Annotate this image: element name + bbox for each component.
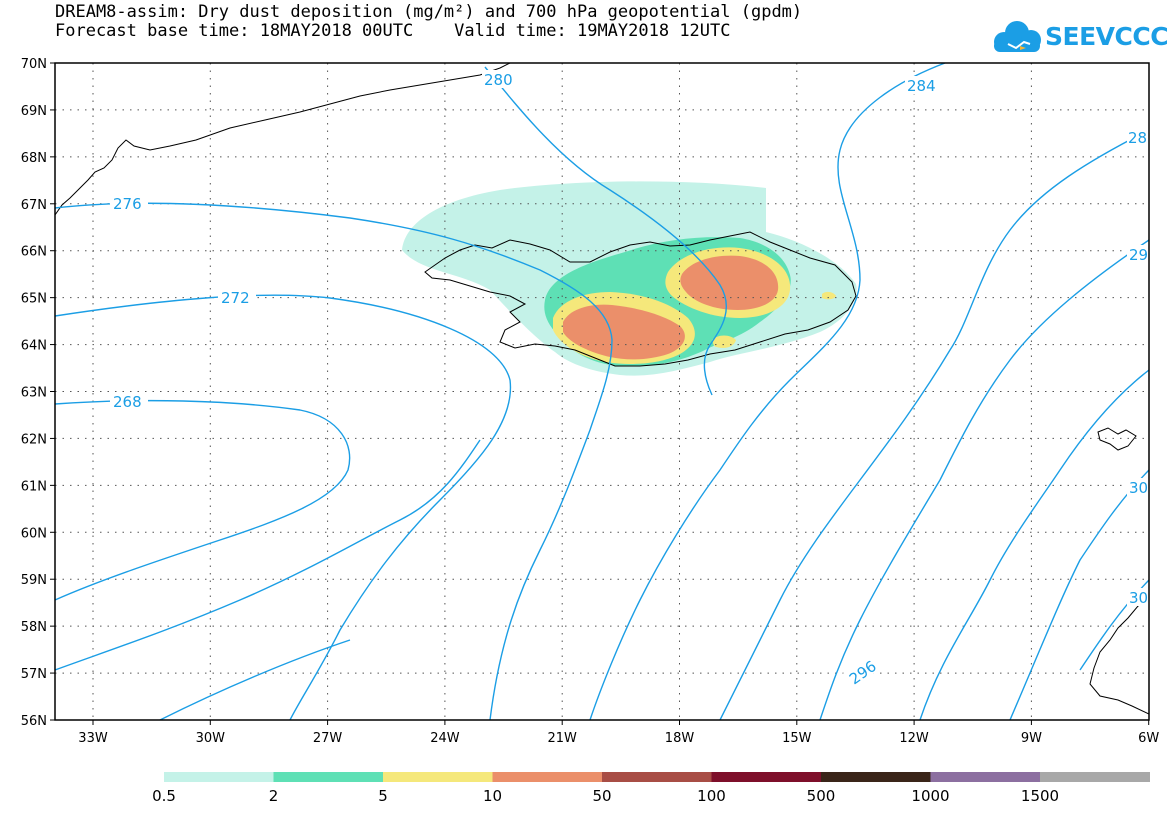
legend-swatch xyxy=(164,772,274,782)
lat-label: 66N xyxy=(21,245,47,260)
legend-swatch xyxy=(930,772,1041,782)
lon-label: 15W xyxy=(782,731,812,746)
legend-swatch xyxy=(492,772,603,782)
legend-swatch xyxy=(602,772,712,782)
lon-label: 18W xyxy=(665,731,695,746)
contour-label: 30 xyxy=(1129,589,1148,607)
legend-label: 500 xyxy=(807,787,836,805)
lon-label: 30W xyxy=(196,731,226,746)
lat-label: 57N xyxy=(21,667,47,682)
greenland-coast xyxy=(55,63,511,216)
axis-ticks xyxy=(50,62,1150,725)
lat-label: 63N xyxy=(21,386,47,401)
lon-label: 12W xyxy=(899,731,929,746)
contour-label: 284 xyxy=(907,77,936,95)
legend-swatch xyxy=(273,772,384,782)
contour-label: 29 xyxy=(1129,246,1148,264)
legend-label: 50 xyxy=(592,787,611,805)
legend-label: 5 xyxy=(378,787,388,805)
lon-label: 24W xyxy=(430,731,460,746)
lat-label: 60N xyxy=(21,526,47,541)
lon-label: 9W xyxy=(1021,731,1042,746)
legend-label: 1000 xyxy=(911,787,949,805)
faroe-coast xyxy=(1097,427,1137,451)
brand-logo-text: SEEVCCC xyxy=(1045,22,1169,51)
iceland-coast xyxy=(424,231,857,367)
lon-label: 21W xyxy=(547,731,577,746)
dust-area-5c xyxy=(822,291,836,300)
lat-label: 70N xyxy=(21,57,47,72)
lon-label: 6W xyxy=(1138,731,1159,746)
lat-label: 69N xyxy=(21,104,47,119)
lat-label: 64N xyxy=(21,339,47,354)
legend-swatch xyxy=(383,772,493,782)
longitude-labels: 33W 30W 27W 24W 21W 18W 15W 12W 9W 6W xyxy=(78,731,1159,746)
lat-label: 65N xyxy=(21,292,47,307)
map-title-line2: Forecast base time: 18MAY2018 00UTC Vali… xyxy=(55,21,731,41)
contour-label: 280 xyxy=(484,71,513,89)
latitude-labels: 70N 69N 68N 67N 66N 65N 64N 63N 62N 61N 60N 59N 58N 5… xyxy=(21,57,47,729)
cloud-icon xyxy=(994,21,1041,52)
legend-swatch xyxy=(1040,772,1150,782)
lat-label: 67N xyxy=(21,198,47,213)
legend-swatch xyxy=(711,772,822,782)
dust-area-10b xyxy=(680,255,779,310)
legend-label: 2 xyxy=(269,787,279,805)
lat-label: 62N xyxy=(21,432,47,447)
lat-label: 58N xyxy=(21,620,47,635)
contour-label: 272 xyxy=(221,289,250,307)
contour-label: 268 xyxy=(113,393,142,411)
lon-label: 33W xyxy=(78,731,108,746)
legend-label: 100 xyxy=(697,787,726,805)
contour-labels: 280 284 28 276 29 272 268 30 30 296 xyxy=(110,70,1149,688)
lat-label: 68N xyxy=(21,151,47,166)
contour-label: 28 xyxy=(1128,129,1147,147)
legend-swatch xyxy=(821,772,931,782)
lat-label: 61N xyxy=(21,479,47,494)
map-title-line1: DREAM8-assim: Dry dust deposition (mg/m²… xyxy=(55,2,803,22)
graticule xyxy=(55,63,1149,720)
legend-label: 0.5 xyxy=(152,787,176,805)
contour-label: 30 xyxy=(1129,479,1148,497)
lat-label: 59N xyxy=(21,573,47,588)
contour-label: 276 xyxy=(113,195,142,213)
lat-label: 56N xyxy=(21,714,47,729)
coastlines xyxy=(55,63,1149,715)
legend-label: 10 xyxy=(483,787,502,805)
lon-label: 27W xyxy=(313,731,343,746)
scotland-coast xyxy=(1089,599,1149,715)
dust-area-10a xyxy=(563,304,685,360)
legend-label: 1500 xyxy=(1021,787,1059,805)
dust-shading xyxy=(402,181,857,376)
